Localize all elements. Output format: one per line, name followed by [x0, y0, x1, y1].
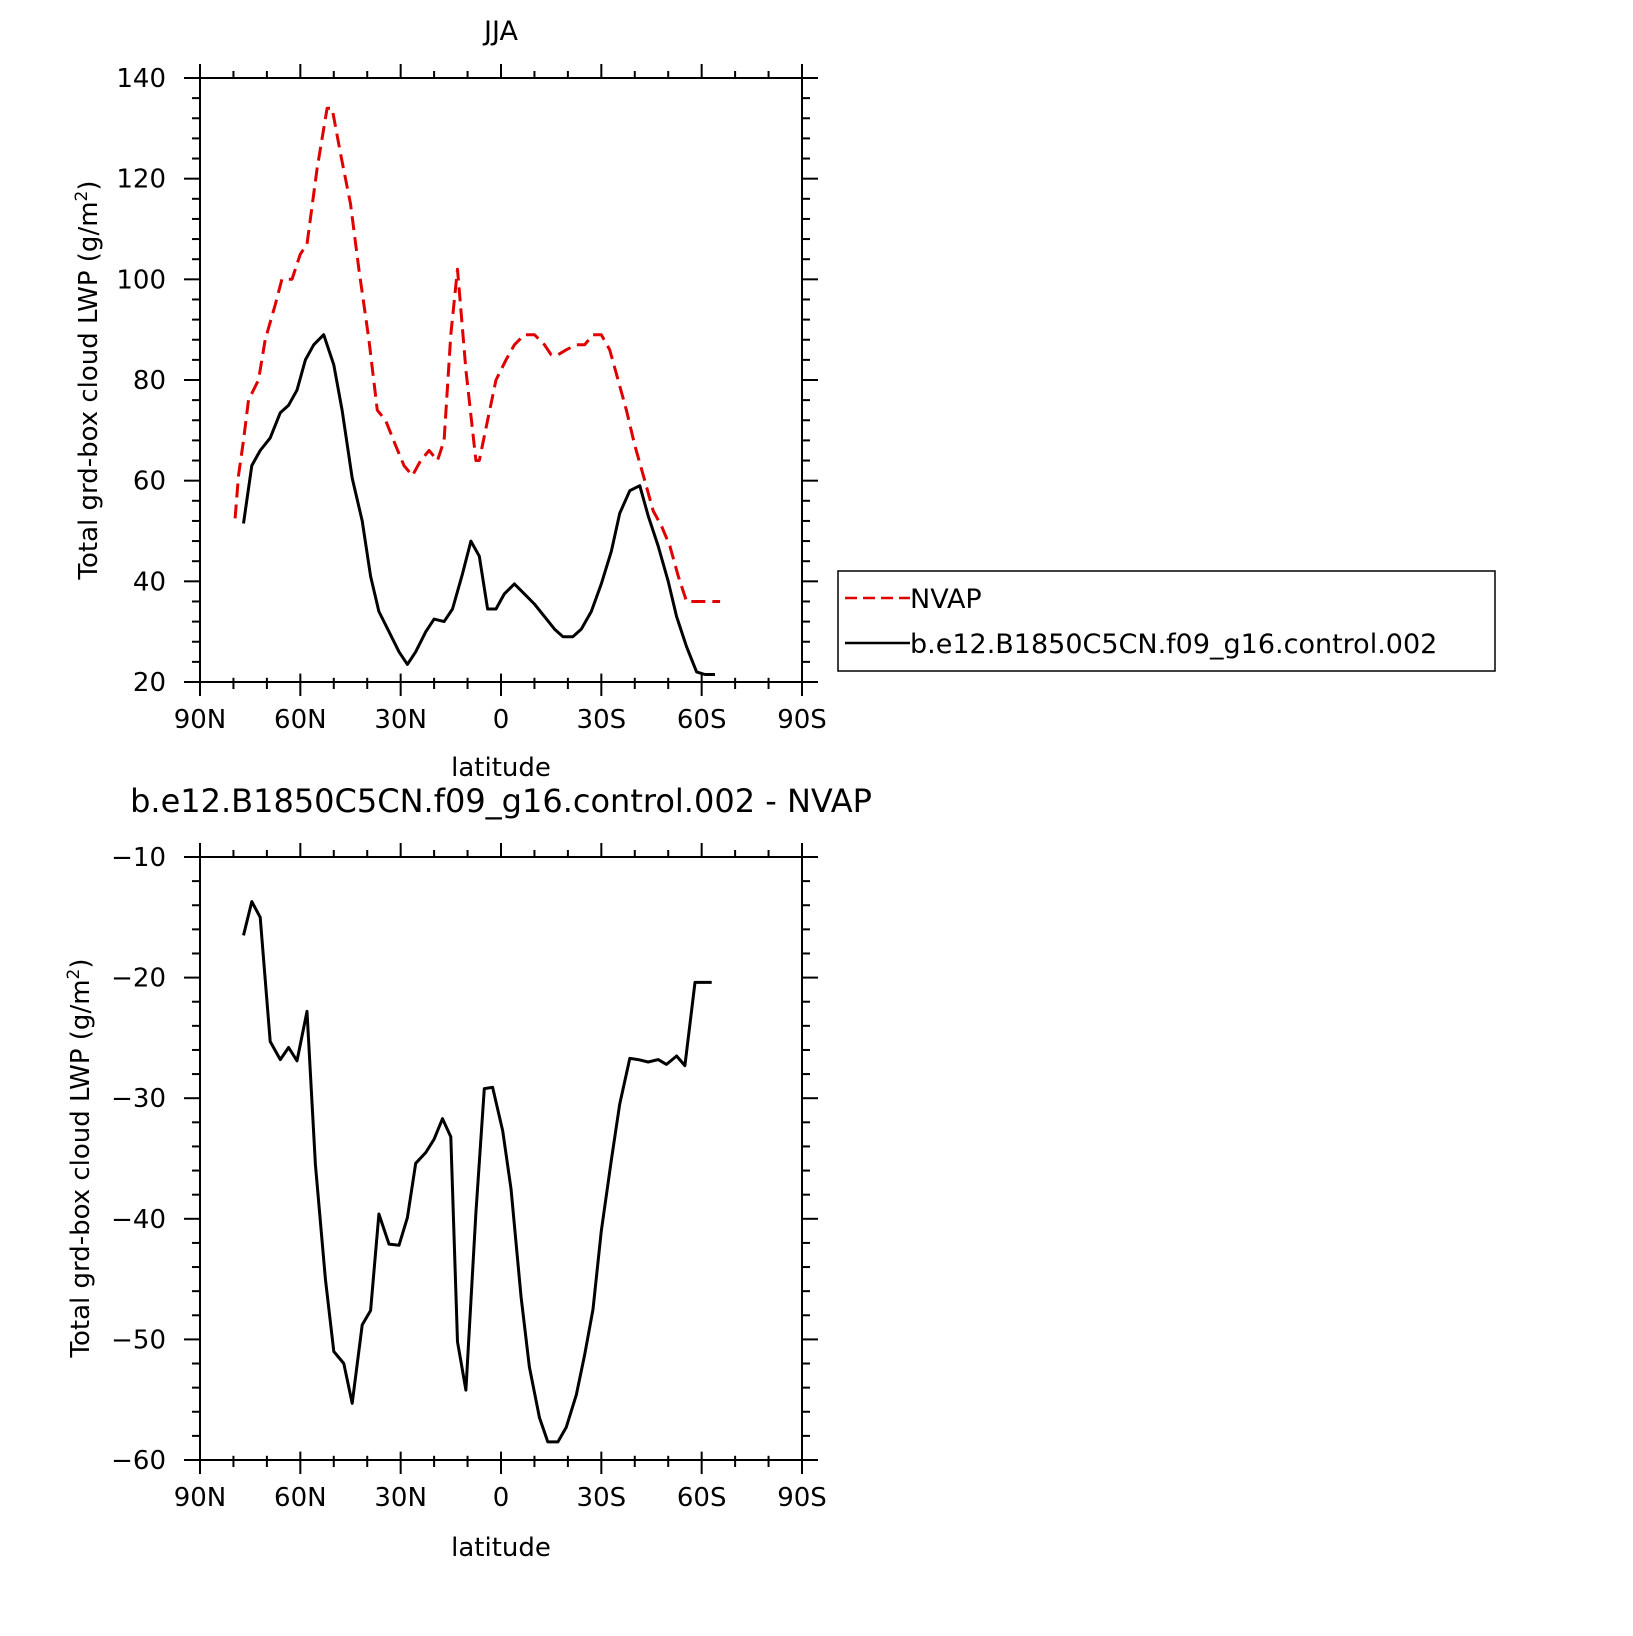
top-panel-chart: JJA 90N 60N 30N 0 30S 60S 90S 20 40 60 80 100 120 140…: [72, 16, 1496, 783]
bottom-panel-y-tick-label: −60: [111, 1446, 166, 1476]
top-panel-y-axis-label: Total grd-box cloud LWP (g/m2): [72, 180, 104, 580]
bottom-panel-y-tick-label: −10: [111, 843, 166, 873]
top-panel-y-tick-label: 80: [133, 366, 166, 396]
top-panel-axes: 90N 60N 30N 0 30S 60S 90S 20 40 60 80 100 120 140: [116, 64, 827, 735]
bottom-panel-x-axis-label: latitude: [451, 1533, 551, 1563]
bottom-panel-y-tick-label: −20: [111, 964, 166, 994]
bottom-panel-y-axis-label-main: Total grd-box cloud LWP (g/m: [66, 979, 96, 1358]
legend-label-nvap: NVAP: [910, 584, 982, 615]
top-panel-x-axis-label: latitude: [451, 753, 551, 783]
top-panel-y-tick-label: 100: [116, 265, 166, 295]
bottom-panel-plot-frame: [199, 856, 803, 1461]
bottom-panel-x-tick-label: 60S: [677, 1483, 727, 1513]
bottom-panel-y-tick-label: −30: [111, 1084, 166, 1114]
legend-box: [837, 570, 1496, 672]
top-panel-plot-frame: [199, 77, 803, 683]
top-panel-y-axis-label-superscript: 2: [72, 191, 92, 202]
legend-label-model: b.e12.B1850C5CN.f09_g16.control.002: [910, 629, 1437, 660]
bottom-panel-x-tick-label: 30S: [577, 1483, 627, 1513]
top-panel-x-tick-label: 30S: [577, 705, 627, 735]
top-panel-x-tick-label: 90S: [777, 705, 827, 735]
top-panel-x-tick-label: 30N: [374, 705, 427, 735]
top-panel-y-tick-label: 60: [133, 467, 166, 497]
bottom-panel-series: [242, 900, 712, 1444]
bottom-panel-y-axis-label: Total grd-box cloud LWP (g/m2): [64, 958, 96, 1358]
top-panel-y-tick-label: 120: [116, 165, 166, 195]
bottom-panel-y-axis-label-close: ): [66, 958, 96, 968]
bottom-panel-chart: b.e12.B1850C5CN.f09_g16.control.002 - NV…: [64, 782, 872, 1563]
top-panel-y-axis-label-close: ): [74, 180, 104, 190]
bottom-panel-y-axis-label-superscript: 2: [64, 969, 84, 980]
top-panel-title: JJA: [482, 16, 518, 47]
bottom-panel-series-line-0: [242, 900, 712, 1444]
top-panel-x-tick-label: 90N: [174, 705, 227, 735]
top-panel-series-line-1: [242, 333, 715, 676]
top-panel-x-tick-label: 0: [493, 705, 510, 735]
top-panel-y-axis-label-main: Total grd-box cloud LWP (g/m: [74, 201, 104, 580]
bottom-panel-x-tick-label: 60N: [274, 1483, 327, 1513]
top-panel-y-tick-label: 20: [133, 668, 166, 698]
top-panel-y-tick-label: 40: [133, 567, 166, 597]
top-panel-x-tick-label: 60S: [677, 705, 727, 735]
bottom-panel-x-tick-label: 30N: [374, 1483, 427, 1513]
bottom-panel-axes: 90N 60N 30N 0 30S 60S 90S −60 −50 −40 −30 −20 −10: [111, 843, 827, 1513]
bottom-panel-x-tick-label: 0: [493, 1483, 510, 1513]
top-panel-legend: NVAP b.e12.B1850C5CN.f09_g16.control.002: [837, 570, 1496, 672]
bottom-panel-y-tick-label: −40: [111, 1205, 166, 1235]
top-panel-series: [233, 106, 721, 676]
top-panel-x-tick-label: 60N: [274, 705, 327, 735]
top-panel-y-tick-label: 140: [116, 64, 166, 94]
bottom-panel-x-tick-label: 90N: [174, 1483, 227, 1513]
bottom-panel-title: b.e12.B1850C5CN.f09_g16.control.002 - NV…: [130, 782, 872, 820]
top-panel-series-line-0: [233, 106, 721, 603]
bottom-panel-x-tick-label: 90S: [777, 1483, 827, 1513]
bottom-panel-y-tick-label: −50: [111, 1325, 166, 1355]
